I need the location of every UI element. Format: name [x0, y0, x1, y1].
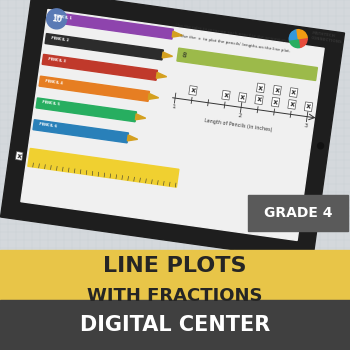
- Text: x: x: [273, 99, 278, 105]
- Bar: [248, 195, 348, 231]
- Text: x: x: [16, 153, 22, 159]
- Polygon shape: [28, 148, 179, 187]
- Polygon shape: [135, 114, 146, 120]
- Text: LINE PLOTS: LINE PLOTS: [103, 256, 247, 276]
- Wedge shape: [297, 30, 307, 38]
- Wedge shape: [289, 30, 298, 40]
- Text: x: x: [240, 94, 245, 101]
- Text: PENCIL 3: PENCIL 3: [48, 57, 66, 63]
- Text: MATHTECH
CONNECTIONS: MATHTECH CONNECTIONS: [310, 31, 343, 44]
- Polygon shape: [127, 135, 138, 141]
- Circle shape: [317, 143, 323, 149]
- Text: PENCIL 6: PENCIL 6: [38, 122, 57, 128]
- Polygon shape: [45, 34, 163, 60]
- Polygon shape: [48, 12, 173, 39]
- Text: x: x: [256, 97, 262, 103]
- Text: x: x: [289, 101, 295, 108]
- Bar: [0, 300, 350, 350]
- Text: DIGITAL CENTER: DIGITAL CENTER: [80, 315, 270, 335]
- Text: x: x: [291, 89, 296, 96]
- Text: x: x: [223, 92, 229, 98]
- Polygon shape: [1, 0, 344, 261]
- Wedge shape: [298, 37, 307, 48]
- Text: 2: 2: [238, 113, 242, 119]
- Text: x: x: [274, 87, 280, 93]
- Text: Use the  x  to plot the pencils' lengths on the line plot.: Use the x to plot the pencils' lengths o…: [180, 34, 290, 54]
- Text: PENCIL 2: PENCIL 2: [51, 36, 69, 42]
- Text: PENCIL 1: PENCIL 1: [54, 14, 72, 21]
- Polygon shape: [162, 52, 173, 58]
- Wedge shape: [289, 38, 300, 48]
- Bar: [0, 250, 350, 318]
- Polygon shape: [36, 98, 136, 122]
- Text: 3: 3: [303, 123, 308, 128]
- Text: WITH FRACTIONS: WITH FRACTIONS: [87, 287, 263, 305]
- Text: 8: 8: [182, 52, 187, 58]
- Polygon shape: [156, 72, 167, 78]
- Polygon shape: [148, 93, 159, 99]
- Circle shape: [47, 9, 66, 29]
- Text: PENCIL 5: PENCIL 5: [42, 100, 60, 107]
- Text: GRADE 4: GRADE 4: [264, 206, 332, 220]
- Text: 1: 1: [172, 104, 176, 110]
- Polygon shape: [177, 48, 317, 80]
- Polygon shape: [21, 9, 324, 240]
- Text: Use the ruler to measure each pencil to the nearest quarter inch.: Use the ruler to measure each pencil to …: [175, 23, 308, 46]
- Text: x: x: [190, 87, 196, 94]
- Polygon shape: [33, 120, 128, 143]
- Text: Length of Pencils (in inches): Length of Pencils (in inches): [204, 118, 273, 132]
- Polygon shape: [39, 76, 149, 101]
- Text: PENCIL 4: PENCIL 4: [45, 79, 63, 85]
- Polygon shape: [172, 31, 183, 37]
- Text: x: x: [306, 104, 311, 110]
- Text: x: x: [258, 85, 263, 91]
- Text: 10: 10: [51, 14, 62, 24]
- Polygon shape: [42, 54, 158, 80]
